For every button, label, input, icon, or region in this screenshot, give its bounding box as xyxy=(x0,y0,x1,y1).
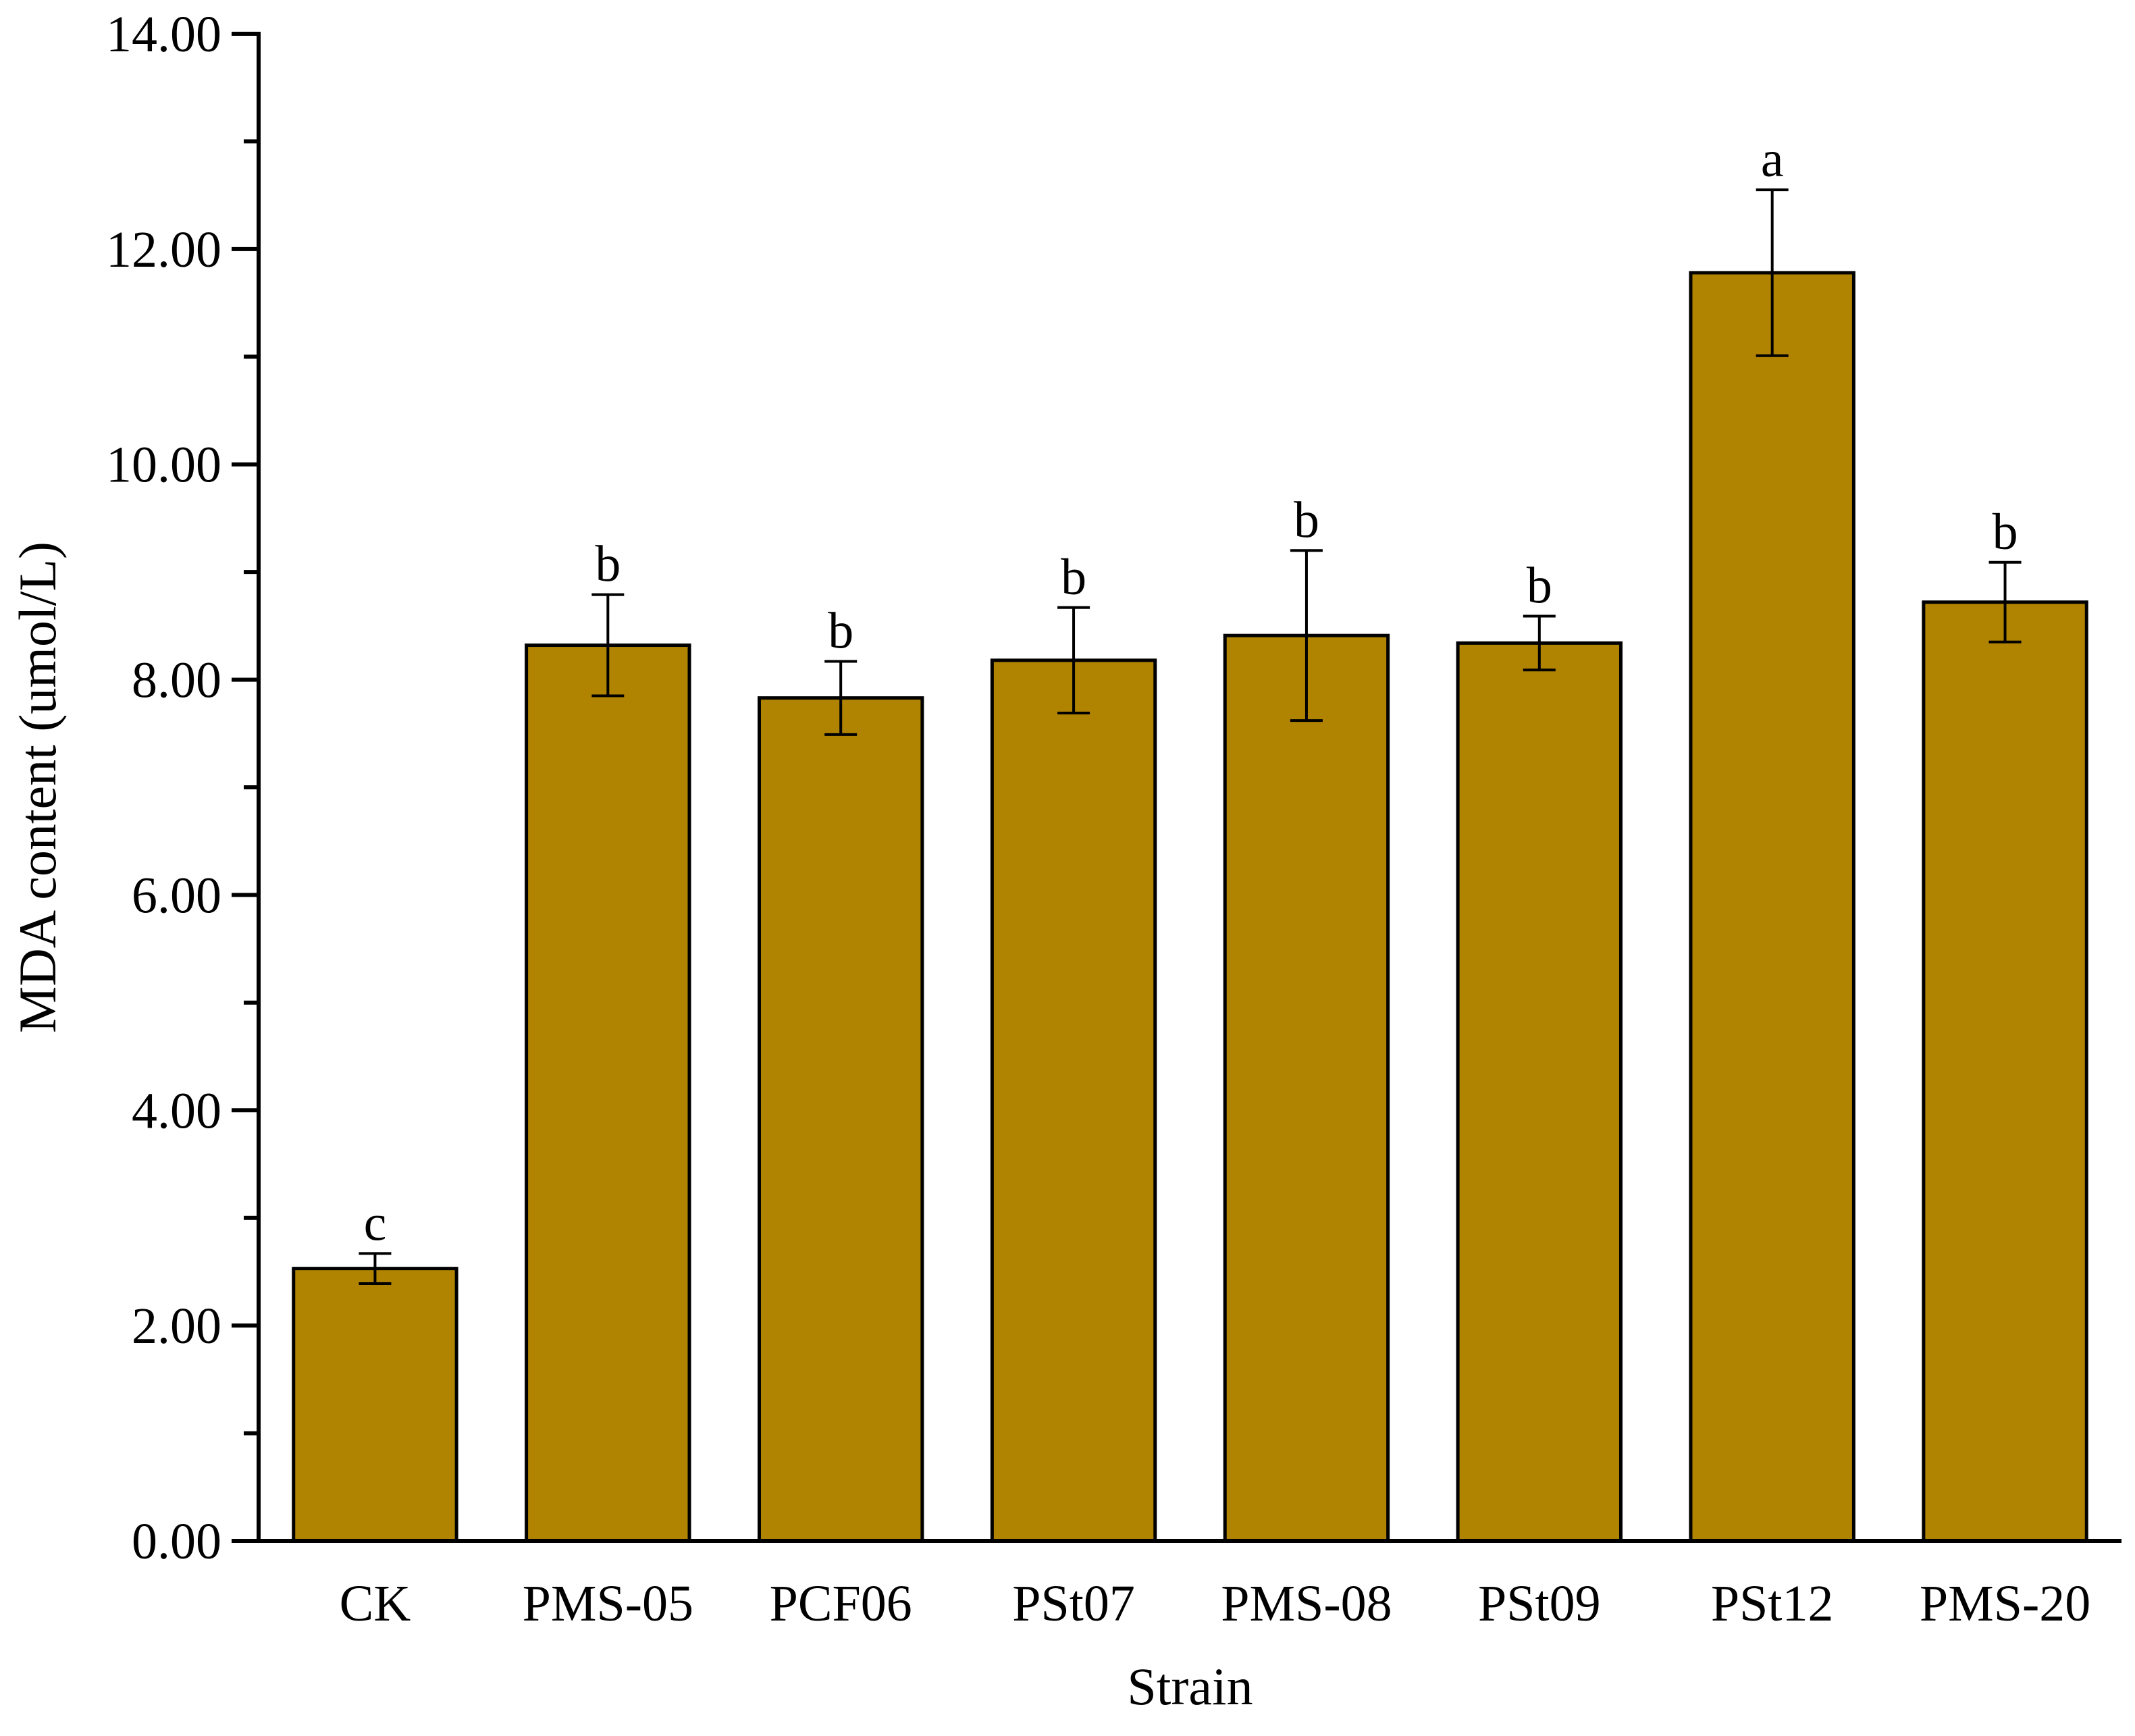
bar-PSt09 xyxy=(1456,641,1623,1543)
y-tick-label: 14.00 xyxy=(106,6,221,63)
significance-label-PMS-05: b xyxy=(595,536,621,593)
x-tick-label-PMS-20: PMS-20 xyxy=(1920,1575,2090,1632)
x-tick-label-PSt09: PSt09 xyxy=(1478,1575,1601,1632)
bar-PMS-20 xyxy=(1922,600,2088,1543)
x-tick-label-CK: CK xyxy=(340,1575,411,1632)
significance-label-PSt12: a xyxy=(1761,131,1784,188)
y-tick-label: 8.00 xyxy=(132,652,221,709)
significance-label-CK: c xyxy=(364,1194,387,1251)
y-tick-label: 6.00 xyxy=(132,867,221,924)
x-tick-label-PMS-08: PMS-08 xyxy=(1221,1575,1392,1632)
significance-label-PSt07: b xyxy=(1061,549,1086,606)
bar-PMS-05 xyxy=(525,643,691,1543)
bar-CK xyxy=(292,1267,458,1543)
significance-labels: c b b b b b a b xyxy=(364,131,2018,1251)
significance-label-PMS-20: b xyxy=(1993,504,2018,560)
error-bars xyxy=(359,188,2022,1285)
bar-PSt12 xyxy=(1689,271,1855,1543)
y-tick-label: 12.00 xyxy=(106,221,221,278)
bar-PSt07 xyxy=(990,658,1157,1543)
x-axis-title: Strain xyxy=(1127,1657,1253,1716)
significance-label-PSt09: b xyxy=(1527,558,1552,614)
bar-PCF06 xyxy=(757,696,924,1543)
y-tick-label: 2.00 xyxy=(132,1298,221,1354)
bars xyxy=(292,271,2088,1543)
x-tick-label-PMS-05: PMS-05 xyxy=(523,1575,693,1632)
bar-PMS-08 xyxy=(1223,633,1390,1543)
y-axis-ticks: 0.00 2.00 4.00 6.00 8.00 10.00 12.00 14.00 xyxy=(106,6,259,1570)
x-tick-label-PSt12: PSt12 xyxy=(1711,1575,1834,1632)
y-axis-title: MDA content (umol/L) xyxy=(8,542,67,1033)
x-tick-label-PSt07: PSt07 xyxy=(1012,1575,1135,1632)
y-tick-label: 0.00 xyxy=(132,1513,221,1570)
y-tick-label: 10.00 xyxy=(106,437,221,494)
y-tick-label: 4.00 xyxy=(132,1082,221,1139)
x-axis-ticks: CK PMS-05 PCF06 PSt07 PMS-08 PSt09 PSt12 PMS-20 xyxy=(340,1575,2091,1632)
significance-label-PMS-08: b xyxy=(1294,492,1319,548)
significance-label-PCF06: b xyxy=(828,602,853,659)
x-tick-label-PCF06: PCF06 xyxy=(770,1575,912,1632)
